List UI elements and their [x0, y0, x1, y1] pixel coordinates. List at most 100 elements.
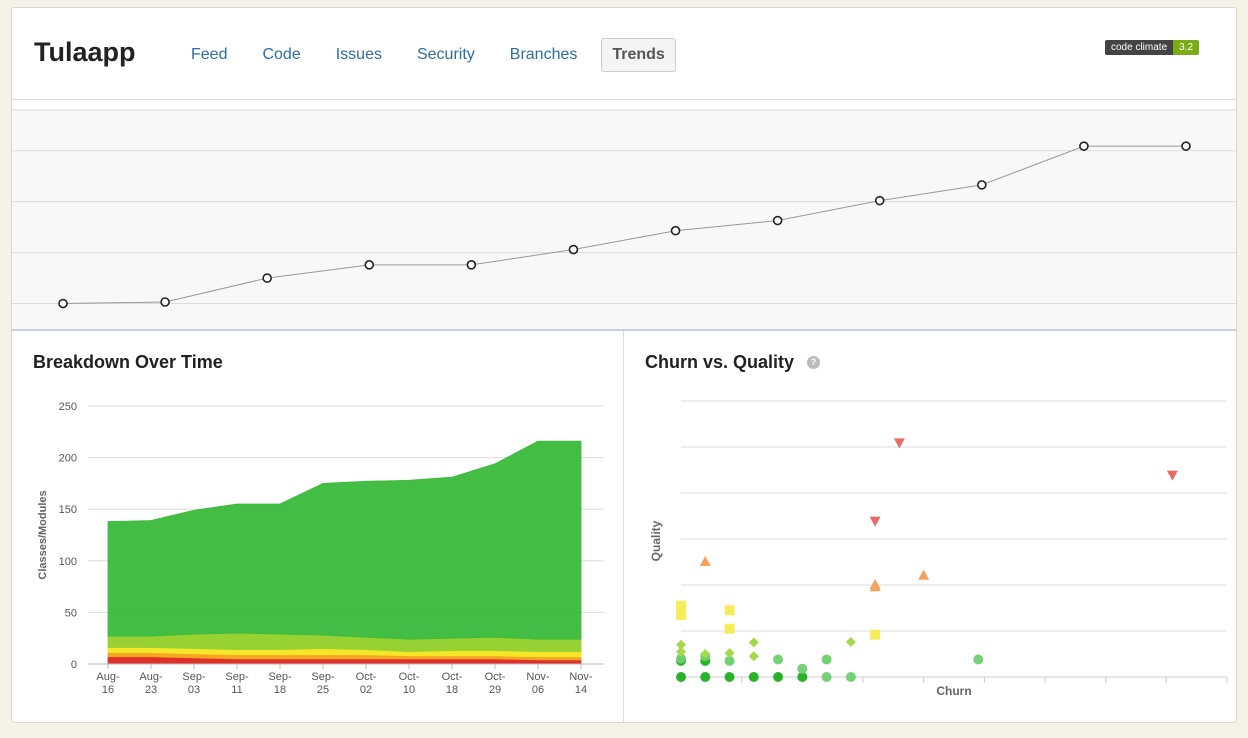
breakdown-xtick: 18 — [446, 684, 458, 696]
churn-point-a — [821, 654, 832, 665]
churn-point-c — [724, 623, 735, 634]
trend-point — [466, 260, 477, 270]
header: Tulaapp Feed Code Issues Security Branch… — [12, 8, 1236, 100]
churn-point-d — [699, 556, 711, 566]
breakdown-xtick: Sep- — [311, 671, 335, 683]
gpa-trend-svg — [12, 109, 1236, 355]
trend-point — [1079, 141, 1089, 151]
breakdown-area-A — [107, 440, 582, 640]
trends-card: Tulaapp Feed Code Issues Security Branch… — [11, 7, 1237, 723]
trend-point — [874, 195, 885, 206]
nav-feed[interactable]: Feed — [191, 46, 228, 63]
churn-point-b — [845, 637, 856, 648]
breakdown-xtick: 03 — [188, 684, 200, 696]
breakdown-xtick: Sep- — [225, 671, 249, 683]
nav-security[interactable]: Security — [416, 46, 475, 63]
nav-issues[interactable]: Issues — [335, 46, 382, 63]
churn-point-a — [676, 653, 686, 664]
badge-gpa: 3.2 — [1173, 40, 1200, 55]
breakdown-chart: 050100150200250Classes/ModulesAug-16Aug-… — [37, 401, 604, 696]
trend-point — [568, 244, 579, 255]
breakdown-xtick: Aug- — [96, 671, 120, 683]
churn-point-a — [797, 663, 808, 674]
churn-point-c — [676, 600, 686, 611]
breakdown-ytick: 50 — [65, 607, 77, 619]
trend-point — [364, 260, 375, 270]
breakdown-ytick: 100 — [59, 556, 77, 568]
churn-xlabel: Churn — [936, 684, 971, 698]
breakdown-panel: Breakdown Over Time 0 50 100 150 200 250 Class… — [12, 331, 624, 722]
breakdown-xtick: Oct- — [356, 671, 377, 683]
churn-point-a — [821, 672, 832, 682]
breakdown-xtick: 25 — [317, 684, 329, 696]
churn-point-a — [676, 672, 686, 682]
churn-point-c — [870, 629, 881, 640]
trend-background — [12, 110, 1236, 329]
churn-point-a — [773, 654, 784, 665]
breakdown-xtick: 02 — [360, 684, 372, 696]
breakdown-xtick: 10 — [403, 684, 415, 696]
breakdown-xtick: Sep- — [182, 671, 206, 683]
churn-panel: Churn vs. Quality ? Churn Quality — [624, 331, 1236, 722]
breakdown-ylabel: Classes/Modules — [37, 490, 49, 579]
breakdown-xtick: 16 — [102, 684, 114, 696]
churn-point-a — [773, 672, 784, 682]
churn-point-f — [869, 516, 881, 527]
churn-point-b — [676, 646, 686, 657]
churn-point-d — [918, 569, 930, 580]
churn-point-c — [724, 605, 735, 616]
trend-line — [62, 145, 1186, 305]
breakdown-ytick: 250 — [59, 401, 77, 413]
breakdown-xtick: 14 — [575, 684, 587, 696]
churn-point-b — [724, 648, 735, 659]
breakdown-xtick: Oct- — [442, 671, 463, 683]
churn-point-b — [676, 639, 686, 650]
badge-label: code climate — [1105, 40, 1174, 55]
churn-point-f — [1166, 470, 1178, 481]
breakdown-xtick: 06 — [532, 684, 544, 696]
nav-branches[interactable]: Branches — [509, 46, 578, 63]
churn-ylabel: Quality — [649, 520, 663, 561]
trend-point — [58, 298, 68, 309]
nav-trends[interactable]: Trends — [601, 38, 676, 72]
breakdown-xtick: 23 — [145, 684, 157, 696]
breakdown-title: Breakdown Over Time — [33, 352, 223, 372]
churn-point-a — [748, 672, 759, 682]
trend-point — [670, 225, 681, 236]
breakdown-xtick: Nov- — [569, 671, 593, 683]
churn-point-a — [724, 655, 735, 666]
breakdown-xtick: Sep- — [268, 671, 292, 683]
help-icon[interactable]: ? — [807, 356, 820, 369]
trend-point — [1181, 141, 1191, 151]
churn-point-a — [700, 672, 711, 682]
breakdown-xtick: Aug- — [139, 671, 163, 683]
breakdown-xtick: 29 — [489, 684, 501, 696]
breakdown-ytick: 0 — [71, 659, 77, 671]
gpa-trend-chart — [12, 100, 1236, 355]
breakdown-xtick: 18 — [274, 684, 286, 696]
breakdown-xtick: 11 — [231, 684, 242, 696]
trend-point — [160, 297, 170, 307]
churn-chart: Churn Quality — [649, 400, 1228, 698]
churn-point-c — [676, 609, 686, 620]
main-nav: Feed Code Issues Security Branches Trend… — [180, 38, 689, 72]
churn-point-b — [748, 651, 759, 662]
churn-point-b — [700, 649, 711, 659]
churn-point-a — [973, 654, 984, 665]
churn-point-d — [869, 581, 881, 592]
churn-point-a — [845, 672, 856, 682]
app-title: Tulaapp — [34, 37, 136, 67]
churn-point-b — [748, 637, 759, 648]
churn-point-f — [893, 438, 905, 449]
breakdown-xtick: Oct- — [485, 671, 506, 683]
churn-point-a — [797, 672, 808, 682]
breakdown-xtick: Oct- — [399, 671, 420, 683]
code-climate-badge[interactable]: code climate 3.2 — [1105, 40, 1200, 55]
trend-point — [977, 180, 987, 190]
nav-code[interactable]: Code — [262, 46, 301, 63]
churn-point-a — [724, 672, 735, 682]
trend-point — [262, 273, 272, 283]
breakdown-ytick: 200 — [59, 453, 77, 465]
churn-title: Churn vs. Quality — [645, 352, 795, 372]
trend-point — [772, 215, 783, 226]
